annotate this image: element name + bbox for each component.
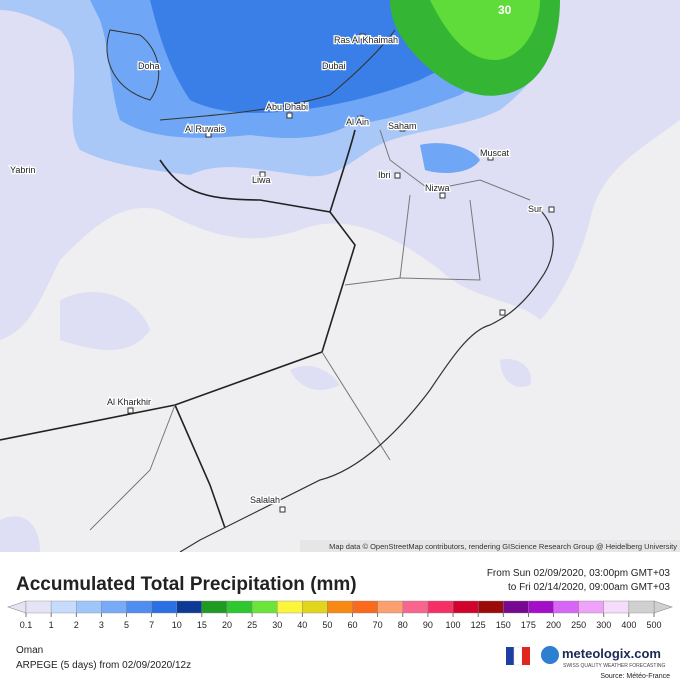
scale-box [76, 600, 102, 614]
scale-label: 15 [197, 620, 207, 630]
city-label: Dubai [322, 61, 346, 71]
scale-label: 2 [74, 620, 79, 630]
scale-label: 200 [546, 620, 561, 630]
scale-label: 400 [621, 620, 636, 630]
scale-label: 175 [521, 620, 536, 630]
scale-box [302, 600, 328, 614]
scale-label: 20 [222, 620, 232, 630]
provincial-borders [89, 129, 531, 531]
scale-label: 125 [471, 620, 486, 630]
scale-label: 150 [496, 620, 511, 630]
attribution: Map data © OpenStreetMap contributors, r… [329, 542, 677, 551]
brand-tagline: SWISS QUALITY WEATHER FORECASTING [563, 663, 665, 669]
scale-box [151, 600, 177, 614]
color-scale: 0.1 1 2 3 5 7 10 15 20 25 30 40 50 60 70 80 90 100 125 150 1… [7, 600, 673, 630]
city-label: Ras Al Khaimah [334, 35, 398, 45]
valid-from: From Sun 02/09/2020, 03:00pm GMT+03 [487, 568, 671, 579]
coastline [179, 209, 554, 552]
scale-box [327, 600, 353, 614]
scale-label: 90 [423, 620, 433, 630]
scale-label: 5 [124, 620, 129, 630]
flag [506, 646, 530, 666]
scale-box [25, 600, 52, 614]
city-markers [21, 33, 555, 513]
city-label: Salalah [250, 495, 280, 505]
legend-panel: Accumulated Total Precipitation (mm) Fro… [7, 568, 673, 680]
scale-label: 10 [172, 620, 182, 630]
valid-to: to Fri 02/14/2020, 09:00am GMT+03 [508, 582, 670, 593]
scale-box [352, 600, 378, 614]
city-label: Yabrin [10, 165, 35, 175]
title: Accumulated Total Precipitation (mm) [16, 574, 357, 595]
scale-label: 60 [348, 620, 358, 630]
scale-box [126, 600, 152, 614]
scale-label: 30 [272, 620, 282, 630]
city-label: Al Kharkhir [107, 397, 151, 407]
city-label: Doha [138, 61, 160, 71]
qatar-coast [106, 29, 160, 101]
brand-name[interactable]: meteologix.com [562, 646, 661, 661]
max-value-label: 30 [498, 3, 512, 17]
city-label: Liwa [252, 175, 271, 185]
brand-logo [541, 646, 559, 664]
scale-box [377, 600, 403, 614]
scale-label: 100 [446, 620, 461, 630]
scale-label: 500 [646, 620, 661, 630]
city-label: Muscat [480, 148, 510, 158]
scale-box [226, 600, 253, 614]
scale-label: 300 [596, 620, 611, 630]
city-label: Al Ain [346, 117, 369, 127]
scale-box [628, 600, 655, 614]
city-label: Sur [528, 204, 542, 214]
city-label: Saham [388, 121, 417, 131]
scale-box [101, 600, 127, 614]
scale-arrow-right [653, 600, 673, 614]
scale-box [402, 600, 429, 614]
scale-box [251, 600, 278, 614]
precipitation-green [390, 0, 560, 96]
scale-box [503, 600, 529, 614]
region: Oman [16, 645, 43, 656]
scale-box [603, 600, 630, 614]
scale-label: 25 [247, 620, 257, 630]
scale-label: 50 [322, 620, 332, 630]
scale-label: 0.1 [20, 620, 33, 630]
scale-box [277, 600, 303, 614]
uae-coast [159, 29, 396, 121]
scale-label: 70 [373, 620, 383, 630]
scale-box [578, 600, 604, 614]
scale-label: 3 [99, 620, 104, 630]
city-label: Ibri [378, 170, 391, 180]
scale-box [528, 600, 554, 614]
city-label: Nizwa [425, 183, 450, 193]
scale-box [452, 600, 479, 614]
scale-box [50, 600, 77, 614]
source: Source: Météo-France [600, 673, 670, 680]
attribution-background [300, 540, 680, 552]
scale-box [176, 600, 203, 614]
scale-box [427, 600, 454, 614]
scale-box [201, 600, 228, 614]
borders [0, 129, 356, 529]
city-label: Al Ruwais [185, 124, 226, 134]
map: Doha Abu Dhabi Dubai Ras Al Khaimah Al A… [0, 0, 680, 552]
scale-label: 1 [49, 620, 54, 630]
scale-label: 80 [398, 620, 408, 630]
scale-arrow-left [7, 600, 27, 614]
scale-box [553, 600, 579, 614]
scale-label: 7 [149, 620, 154, 630]
scale-box [477, 600, 504, 614]
model-run: ARPEGE (5 days) from 02/09/2020/12z [16, 660, 191, 671]
scale-label: 40 [297, 620, 307, 630]
city-label: Abu Dhabi [266, 102, 308, 112]
scale-label: 250 [571, 620, 586, 630]
